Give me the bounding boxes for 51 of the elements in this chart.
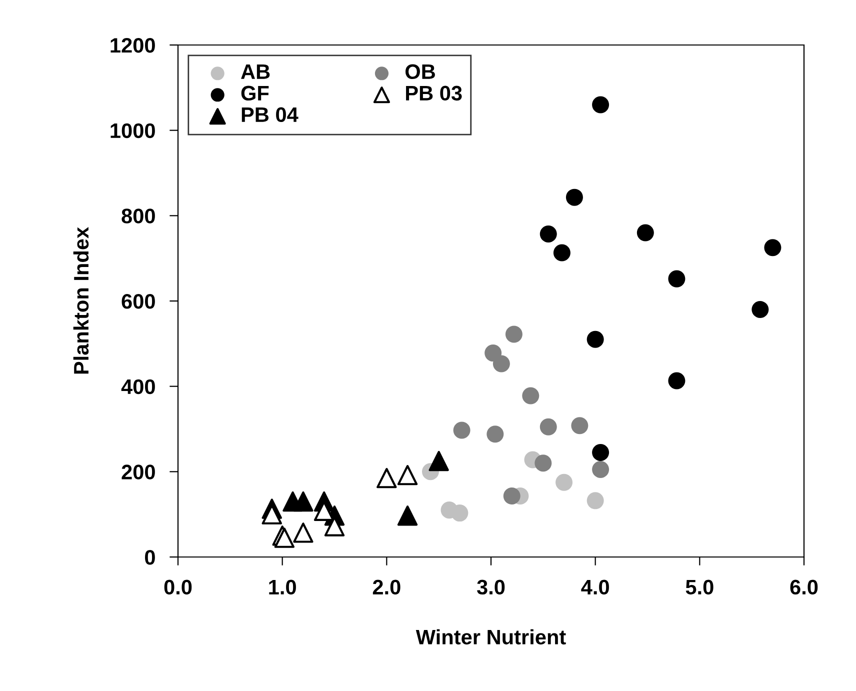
x-tick-label: 5.0 [686,580,714,595]
x-tick-label: 3.0 [477,580,505,595]
x-tick-label: 4.0 [581,580,609,595]
legend-label: PB 03 [406,86,462,101]
y-tick-label: 0 [145,550,155,565]
point [752,301,769,318]
y-tick-label: 200 [122,464,155,480]
y-tick-label: 1200 [110,38,155,53]
point [540,226,557,243]
point [451,504,468,522]
x-axis-title: Winter Nutrient [416,629,566,644]
point [503,487,520,504]
point [553,244,570,262]
legend-label: OB [406,64,435,80]
x-tick-label: 0.0 [164,580,192,595]
point [492,355,510,372]
x-tick-label: 6.0 [790,580,818,595]
point [486,426,504,443]
point [397,506,418,526]
point [636,224,654,242]
point [592,96,610,114]
point [428,450,449,472]
point [668,270,686,288]
x-tick-label: 2.0 [372,580,400,595]
point [592,444,610,461]
point [397,464,418,486]
point [505,326,522,343]
point [540,418,557,436]
legend-label: GF [241,86,269,101]
point [566,188,583,206]
point [556,474,573,491]
point [592,461,610,478]
point [571,417,588,434]
y-tick-label: 1000 [110,123,155,138]
point [534,454,552,472]
legend-label: PB 04 [242,107,298,122]
y-tick-label: 400 [121,379,155,394]
point [764,239,782,256]
point [668,372,686,390]
point [586,492,604,510]
point [586,330,604,348]
point [376,468,397,488]
point [293,522,314,543]
y-tick-label: 800 [122,208,155,224]
x-tick-label: 1.0 [269,580,296,595]
point [293,491,314,512]
point [522,387,540,404]
y-tick-label: 600 [122,294,155,309]
legend-label: AB [241,64,270,79]
y-axis-title: Plankton Index [73,227,89,374]
point [453,422,470,439]
